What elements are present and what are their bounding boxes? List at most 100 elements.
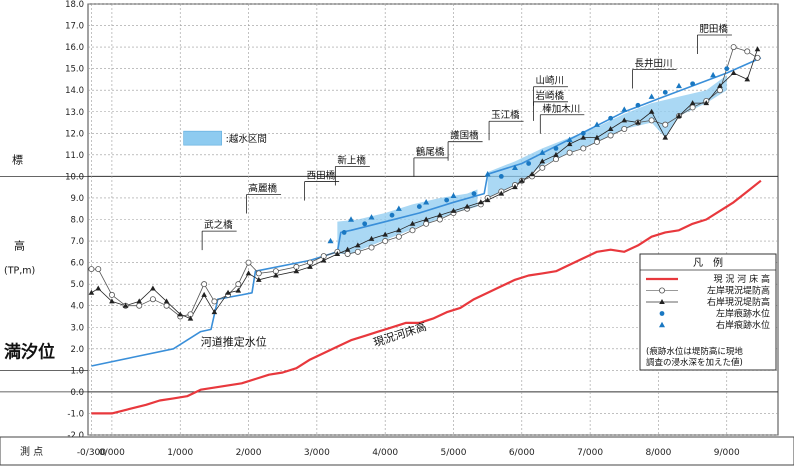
y-tick-label: 14.0 — [65, 86, 84, 96]
mean-tide-label: 満汐位 — [4, 341, 55, 362]
right-bank-levee-point — [437, 212, 443, 218]
right-bank-levee-point — [320, 257, 327, 263]
left-bank-trace-point — [444, 197, 450, 203]
right-bank-levee-point — [450, 207, 457, 213]
right-bank-levee-point — [163, 298, 170, 304]
y-tick-label: 9.0 — [70, 194, 84, 204]
right-bank-levee-point — [662, 134, 669, 140]
right-bank-levee-point — [648, 108, 655, 114]
y-tick-label: 7.0 — [70, 237, 84, 247]
right-bank-levee-point — [717, 82, 723, 88]
left-bank-trace-point — [608, 115, 614, 121]
left-bank-levee-point — [344, 250, 351, 257]
x-tick-label: 1/000 — [167, 448, 193, 458]
left-bank-levee-point — [409, 227, 416, 234]
marker-layer — [88, 44, 761, 321]
right-bank-levee-point — [187, 315, 194, 321]
right-bank-levee-point — [150, 285, 156, 291]
y-tick-label: 3.0 — [70, 323, 84, 333]
left-bank-levee-point — [580, 145, 587, 152]
bridge-label: 西田橋 — [307, 170, 336, 182]
left-bank-levee-point — [730, 44, 737, 51]
right-bank-levee-point — [553, 151, 559, 157]
right-bank-trace-point — [593, 121, 600, 127]
right-bank-levee-point — [498, 190, 505, 196]
bridge-label: 新上橋 — [337, 154, 366, 166]
left-bank-levee-point — [436, 216, 443, 223]
overflow-area — [487, 75, 727, 198]
legend-swatch-triangle — [659, 299, 665, 304]
x-axis-title: 測 点 — [20, 445, 43, 458]
left-bank-levee-point — [136, 302, 143, 309]
bridge-label: 長井田川 — [635, 57, 673, 69]
right-bank-levee-point — [235, 287, 242, 293]
y-tick-label: 12.0 — [65, 129, 84, 139]
right-bank-levee-point — [177, 311, 184, 317]
x-axis-band — [0, 436, 794, 466]
series-line-1 — [91, 179, 762, 415]
series-line-2 — [91, 57, 762, 367]
left-bank-levee-point — [354, 248, 361, 255]
right-bank-levee-point — [201, 291, 207, 297]
left-bank-levee-point — [245, 259, 252, 266]
left-bank-levee-point — [423, 220, 430, 227]
right-bank-levee-point — [754, 46, 761, 52]
left-bank-trace-point — [662, 89, 668, 95]
right-bank-trace-point — [395, 205, 402, 211]
left-bank-trace-point — [341, 230, 347, 235]
right-bank-levee-point — [409, 220, 416, 226]
right-bank-levee-point — [676, 113, 682, 119]
right-bank-trace-point — [511, 164, 518, 170]
left-bank-levee-point — [648, 117, 655, 124]
y-tick-label: 17.0 — [65, 22, 84, 32]
bridge-label: 高麗橋 — [249, 182, 278, 194]
overflow-label: :越水区間 — [226, 133, 267, 145]
left-bank-levee-point — [382, 238, 389, 245]
y-tick-label: 1.0 — [70, 366, 84, 376]
left-bank-levee-point — [88, 266, 95, 273]
right-bank-levee-point — [730, 69, 737, 75]
right-bank-levee-point — [580, 134, 587, 140]
right-bank-levee-point — [512, 184, 518, 190]
left-bank-levee-point — [201, 281, 208, 288]
x-tick-label: 4/000 — [372, 448, 398, 458]
x-tick-label: 8/000 — [645, 448, 671, 458]
legend-item-label: 左岸現況堤防高 — [707, 285, 770, 297]
legend-item-label: 右岸現況堤防高 — [707, 296, 770, 308]
right-bank-levee-point — [594, 134, 600, 140]
left-bank-trace-point — [690, 81, 696, 87]
left-bank-levee-point — [539, 164, 546, 171]
y-tick-label: 8.0 — [70, 216, 84, 226]
y-tick-label: 11.0 — [65, 151, 84, 161]
left-bank-trace-point — [635, 102, 641, 108]
y-axis-label-unit: (TP,m) — [4, 265, 35, 276]
right-bank-trace-point — [621, 106, 628, 112]
bridge-label: 鶴尾橋 — [416, 146, 445, 158]
bridge-label: 護国橋 — [450, 130, 479, 142]
right-bank-levee-point — [689, 100, 696, 106]
right-bank-levee-point — [355, 242, 361, 248]
overflow-area-layer — [337, 75, 727, 254]
right-bank-levee-point — [464, 203, 470, 209]
right-bank-levee-point — [607, 125, 614, 131]
bridge-label: 武之橋 — [204, 219, 233, 231]
series-annotation: 河道推定水位 — [201, 335, 267, 349]
left-bank-levee-point — [593, 138, 600, 145]
x-tick-label: 7/000 — [577, 448, 603, 458]
right-bank-trace-point — [710, 71, 717, 78]
x-tick-label: 2/000 — [236, 448, 262, 458]
left-bank-levee-point — [235, 281, 242, 288]
right-bank-trace-point — [675, 82, 682, 89]
y-tick-label: 5.0 — [70, 280, 84, 290]
left-bank-levee-point — [744, 48, 751, 55]
left-bank-trace-point — [580, 130, 586, 136]
left-bank-trace-point — [362, 221, 368, 227]
left-bank-levee-point — [163, 302, 170, 309]
legend-title: 凡 例 — [693, 256, 723, 269]
right-bank-levee-point — [136, 298, 143, 304]
series-layer — [91, 46, 762, 415]
